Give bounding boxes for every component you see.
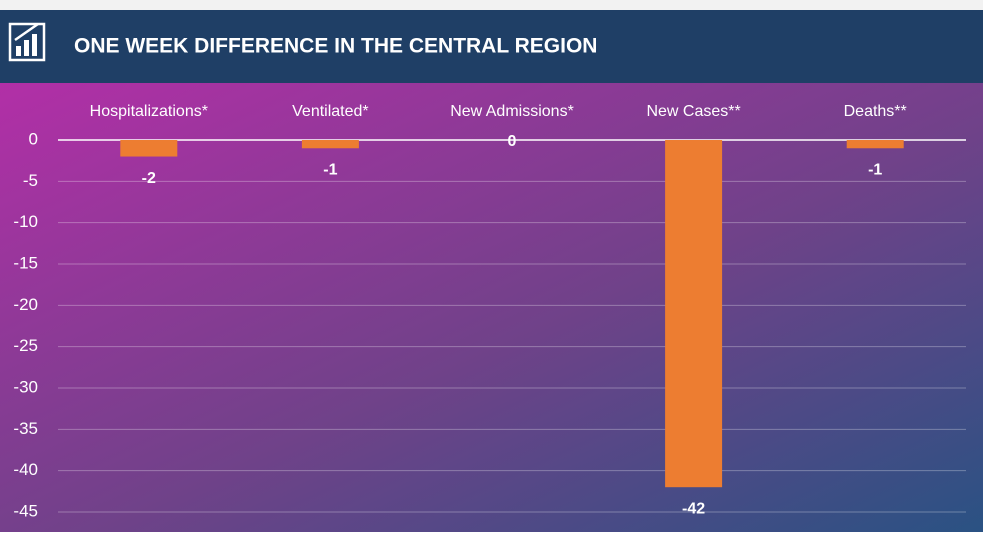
x-tick-label: Ventilated* <box>292 103 369 120</box>
x-tick-label: Deaths** <box>844 103 907 120</box>
x-tick-label: New Cases** <box>646 103 740 120</box>
y-tick-label: 0 <box>29 129 38 148</box>
chart-icon <box>8 22 46 62</box>
plot-background <box>0 83 983 532</box>
bar <box>120 140 178 157</box>
y-tick-label: -30 <box>13 377 38 396</box>
x-tick-label: New Admissions* <box>450 103 574 120</box>
chart-title: ONE WEEK DIFFERENCE IN THE CENTRAL REGIO… <box>74 35 597 58</box>
bar <box>665 140 723 488</box>
y-tick-label: -45 <box>13 501 38 520</box>
y-tick-label: -5 <box>23 171 38 190</box>
data-label: -2 <box>142 170 156 187</box>
y-tick-label: -40 <box>13 460 38 479</box>
header <box>0 10 983 83</box>
bar <box>846 140 904 149</box>
y-tick-label: -15 <box>13 253 38 272</box>
y-tick-label: -10 <box>13 212 38 231</box>
top-strip <box>0 0 983 10</box>
data-label: 0 <box>508 133 517 150</box>
data-label: -1 <box>868 161 882 178</box>
data-label: -1 <box>323 161 337 178</box>
y-tick-label: -35 <box>13 419 38 438</box>
x-tick-label: Hospitalizations* <box>90 103 208 120</box>
y-tick-label: -25 <box>13 336 38 355</box>
y-tick-label: -20 <box>13 295 38 314</box>
data-label: -42 <box>682 500 705 517</box>
bar <box>301 140 359 149</box>
